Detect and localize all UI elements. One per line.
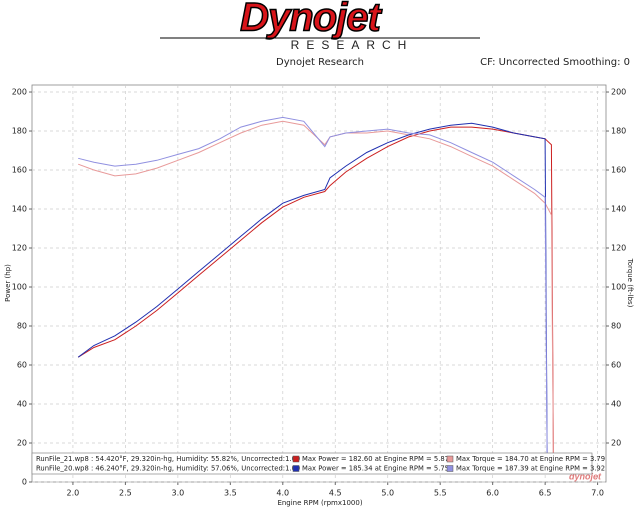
y2-tick-label: 20 — [611, 439, 621, 448]
legend-run: RunFile_21.wp8 : 54.420°F, 29.320in-hg, … — [36, 455, 300, 463]
y2-tick-label: 120 — [611, 244, 626, 253]
y2-tick-label: 100 — [611, 283, 626, 292]
legend-swatch — [446, 455, 454, 463]
y-tick-label: 20 — [17, 439, 27, 448]
series-line — [78, 116, 548, 467]
y-tick-label: 140 — [12, 205, 27, 214]
chart-title: Dynojet Research — [276, 57, 364, 68]
y-tick-label: 120 — [12, 244, 27, 253]
x-tick-label: 3.0 — [171, 489, 184, 498]
logo-sub: RESEARCH — [291, 38, 414, 52]
x-tick-label: 5.5 — [434, 489, 447, 498]
legend-entry: Max Power = 182.60 at Engine RPM = 5.87 — [302, 455, 449, 463]
y-axis-label: Power (hp) — [4, 264, 12, 302]
legend-swatch — [446, 465, 454, 472]
chart-subtitle: CF: Uncorrected Smoothing: 0 — [480, 57, 630, 68]
y2-tick-label: 180 — [611, 127, 626, 136]
y-tick-label: 200 — [12, 88, 27, 97]
legend-swatch — [292, 455, 300, 463]
y-tick-label: 160 — [12, 166, 27, 175]
y2-tick-label: 80 — [611, 322, 621, 331]
y2-tick-label: 200 — [611, 88, 626, 97]
x-tick-label: 2.0 — [67, 489, 80, 498]
x-tick-label: 6.0 — [486, 489, 499, 498]
x-tick-label: 4.0 — [276, 489, 289, 498]
legend-run: RunFile_20.wp8 : 46.240°F, 29.320in-hg, … — [36, 465, 300, 473]
y-tick-label: 180 — [12, 127, 27, 136]
legend-entry: Max Torque = 187.39 at Engine RPM = 3.92 — [456, 465, 605, 473]
x-tick-label: 2.5 — [119, 489, 132, 498]
y2-tick-label: 60 — [611, 361, 621, 370]
x-tick-label: 4.5 — [329, 489, 342, 498]
y-tick-label: 100 — [12, 283, 27, 292]
watermark: dynojet — [569, 471, 602, 481]
legend-entry: Max Power = 185.34 at Engine RPM = 5.75 — [302, 465, 449, 473]
y-tick-label: 80 — [17, 322, 27, 331]
series-line — [77, 122, 548, 463]
plot-area — [31, 84, 607, 483]
x-tick-label: 6.5 — [539, 489, 552, 498]
x-tick-label: 7.0 — [591, 489, 604, 498]
y2-tick-label: 140 — [611, 205, 626, 214]
y-tick-label: 40 — [17, 400, 27, 409]
y-tick-label: 0 — [22, 478, 27, 487]
x-tick-label: 5.0 — [381, 489, 394, 498]
x-tick-label: 3.5 — [224, 489, 237, 498]
legend-entry: Max Torque = 184.70 at Engine RPM = 3.79 — [456, 455, 605, 463]
x-axis-label: Engine RPM (rpmx1000) — [277, 499, 362, 507]
y-tick-label: 60 — [17, 361, 27, 370]
y2-tick-label: 40 — [611, 400, 621, 409]
y2-axis-label: Torque (ft-lbs) — [626, 258, 634, 308]
logo-brand: Dynojet — [240, 0, 382, 40]
legend-swatch — [292, 465, 300, 472]
y2-tick-label: 160 — [611, 166, 626, 175]
